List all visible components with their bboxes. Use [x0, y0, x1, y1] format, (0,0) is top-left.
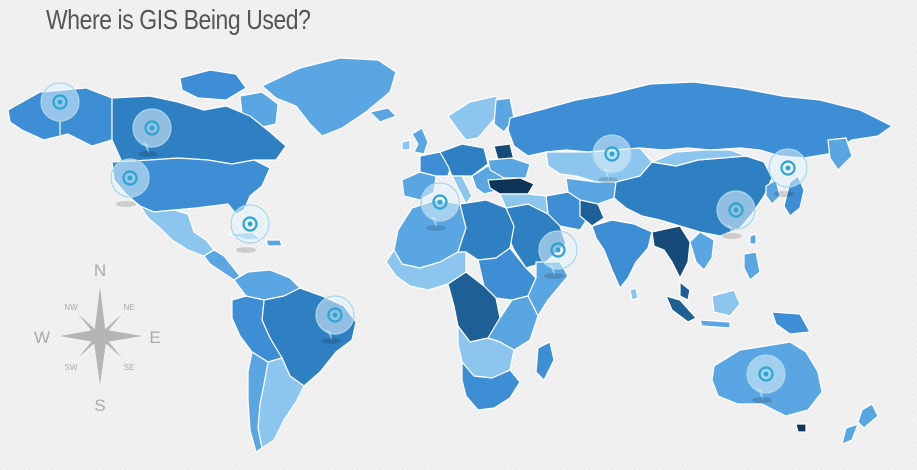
central-europe: [439, 143, 489, 177]
compass-southwest-label: SW: [65, 363, 78, 372]
india: [591, 219, 653, 289]
southern-africa: [461, 361, 521, 411]
pin-ring: [52, 94, 68, 110]
map-marker-icon[interactable]: [40, 82, 80, 136]
pin-shadow: [321, 338, 341, 344]
pin-dot: [609, 151, 615, 157]
new-zealand-south: [841, 423, 859, 445]
pin-dot: [785, 165, 791, 171]
map-pins: [40, 82, 808, 403]
pin-shadow: [236, 247, 256, 253]
kamchatka: [827, 137, 853, 171]
map-marker-icon[interactable]: [420, 182, 460, 231]
map-marker-icon[interactable]: [230, 204, 270, 253]
italy: [451, 175, 473, 205]
sri-lanka: [629, 287, 639, 301]
page-title: Where is GIS Being Used?: [46, 4, 311, 35]
central-america: [203, 249, 241, 281]
pin-dot: [57, 99, 63, 105]
compass-star: [60, 287, 142, 385]
turkey: [487, 177, 535, 195]
madagascar: [535, 341, 555, 381]
pin-dot: [555, 247, 561, 253]
compass-rose: N S E W NW NE SW SE: [34, 261, 161, 415]
pin-shadow: [138, 151, 158, 157]
map-marker-icon[interactable]: [716, 190, 756, 239]
hispaniola: [265, 239, 283, 247]
pin-dot: [437, 199, 443, 205]
pin-ring: [604, 146, 620, 162]
map-marker-icon[interactable]: [315, 295, 355, 344]
tasmania: [795, 423, 807, 433]
borneo: [711, 289, 741, 317]
pin-shadow: [722, 233, 742, 239]
pin-dot: [127, 175, 133, 181]
pin-ring: [327, 307, 343, 323]
compass-north-label: N: [94, 261, 106, 280]
compass-east-label: E: [149, 328, 160, 347]
pin-shadow: [774, 191, 794, 197]
pin-dot: [733, 207, 739, 213]
pin-dot: [247, 221, 253, 227]
vietnam-laos: [689, 231, 715, 271]
map-marker-icon[interactable]: [746, 354, 786, 403]
sumatra: [665, 295, 697, 323]
ireland: [401, 139, 411, 151]
compass-west-label: W: [34, 328, 50, 347]
pin-dot: [149, 125, 155, 131]
pin-shadow: [598, 177, 618, 183]
compass-northwest-label: NW: [64, 303, 78, 312]
myanmar-thailand: [651, 225, 691, 279]
iceland: [369, 107, 397, 123]
compass-south-label: S: [94, 396, 105, 415]
new-zealand: [857, 403, 879, 429]
pin-shadow: [752, 397, 772, 403]
compass-southeast-label: SE: [124, 363, 135, 372]
pin-shadow: [116, 201, 136, 207]
chile: [247, 351, 269, 453]
papua: [771, 311, 811, 335]
mexico: [139, 205, 215, 257]
pin-shadow: [426, 225, 446, 231]
pin-shadow: [544, 273, 564, 279]
arctic-islands: [179, 69, 247, 101]
map-marker-icon[interactable]: [592, 134, 632, 183]
pin-ring: [550, 242, 566, 258]
map-marker-icon[interactable]: [132, 108, 172, 157]
pin-ring: [144, 120, 160, 136]
scandinavia: [447, 95, 503, 141]
pin-dot: [763, 371, 769, 377]
taiwan: [749, 233, 757, 245]
greenland: [261, 57, 397, 137]
pin-ring: [122, 170, 138, 186]
pin-ring: [728, 202, 744, 218]
map-marker-icon[interactable]: [110, 158, 150, 207]
united-kingdom: [411, 127, 429, 155]
pin-dot: [332, 312, 338, 318]
compass-northeast-label: NE: [123, 303, 134, 312]
pin-ring: [780, 160, 796, 176]
malaysia: [679, 281, 691, 301]
mongolia: [651, 149, 747, 167]
pin-ring: [432, 194, 448, 210]
map-marker-icon[interactable]: [768, 148, 808, 197]
pin-ring: [758, 366, 774, 382]
afghanistan: [579, 199, 605, 227]
ukraine: [487, 157, 531, 179]
java: [699, 319, 731, 329]
pin-ring: [242, 216, 258, 232]
map-marker-icon[interactable]: [538, 230, 578, 279]
philippines: [743, 251, 761, 281]
